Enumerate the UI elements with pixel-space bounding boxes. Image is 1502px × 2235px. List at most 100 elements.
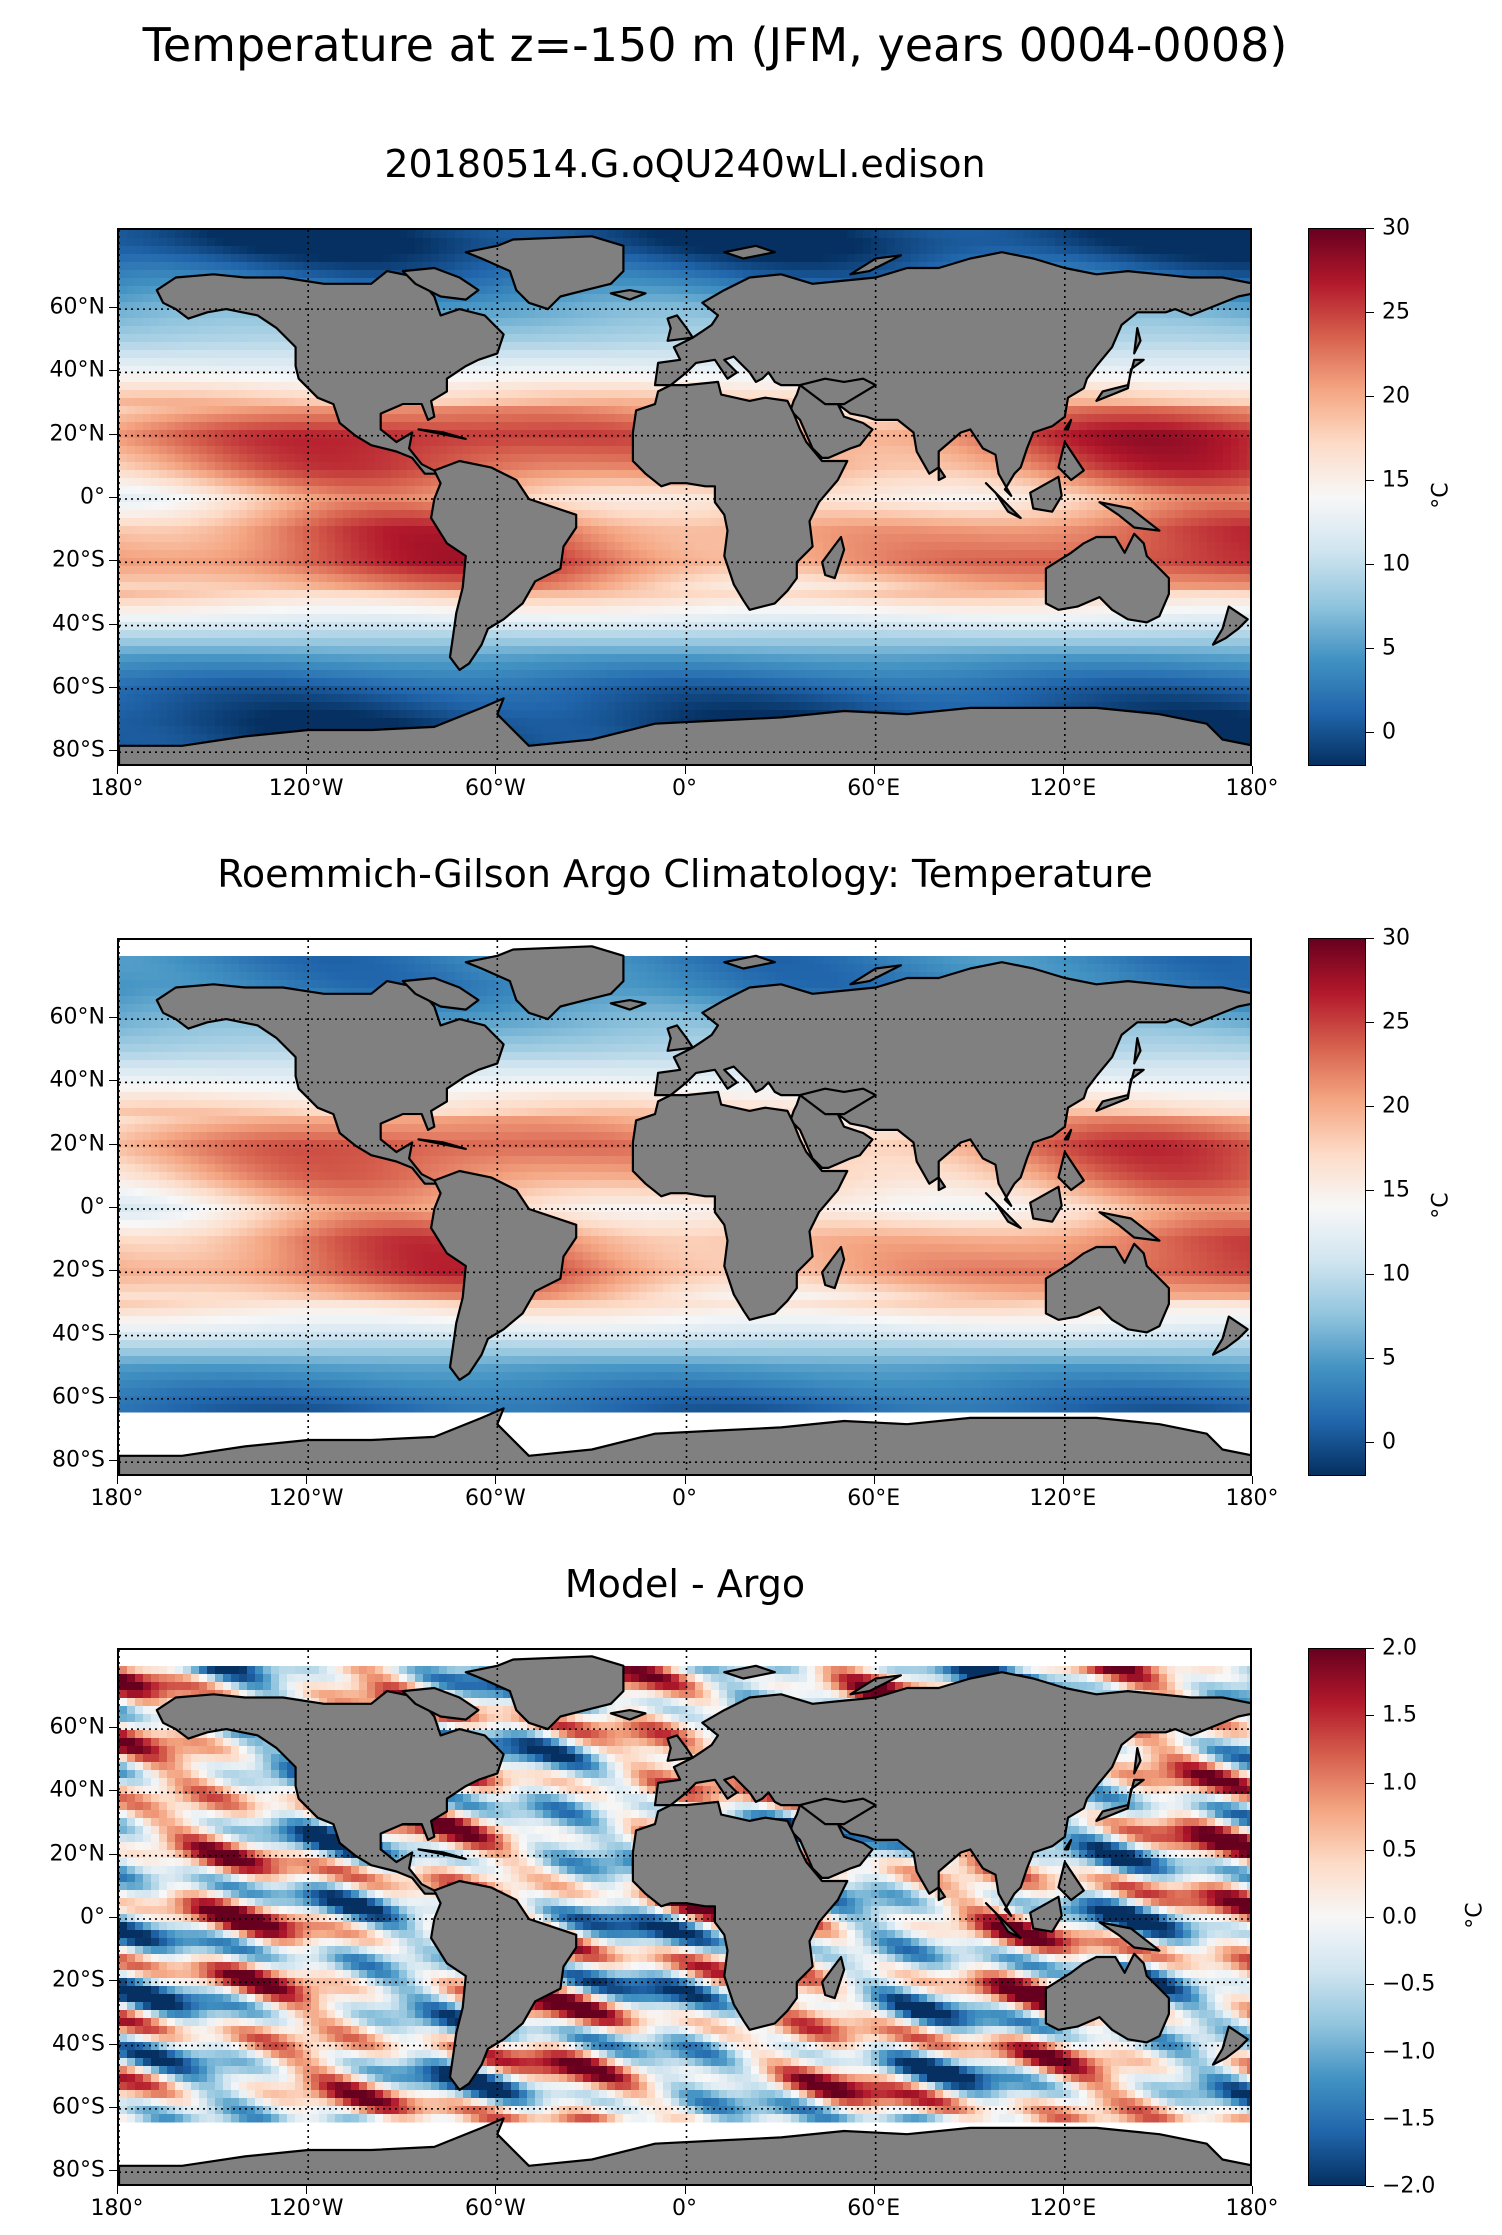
colorbar-tick bbox=[1366, 1274, 1374, 1276]
y-tick-mark bbox=[109, 1460, 117, 1462]
land-sumatra bbox=[984, 1902, 1022, 1940]
colorbar-tick-label: 0 bbox=[1382, 720, 1396, 745]
y-tick-mark bbox=[109, 750, 117, 752]
y-tick-label: 40°S bbox=[52, 611, 105, 636]
land-novaya-zemlya bbox=[849, 254, 902, 276]
land-caribbean bbox=[417, 428, 467, 440]
x-tick-label: 120°W bbox=[269, 776, 344, 801]
land-sri-lanka bbox=[937, 1886, 947, 1902]
y-tick-mark bbox=[109, 1270, 117, 1272]
map-panel-3 bbox=[117, 1648, 1252, 2186]
land-taiwan bbox=[1063, 1128, 1073, 1141]
colorbar-tick bbox=[1366, 480, 1374, 482]
y-tick-label: 20°S bbox=[52, 1968, 105, 1993]
land-taiwan bbox=[1063, 418, 1073, 431]
y-tick-label: 60°N bbox=[50, 295, 105, 320]
x-tick-mark bbox=[684, 766, 686, 774]
land-novaya-zemlya bbox=[849, 1674, 902, 1696]
colorbar-tick bbox=[1366, 2051, 1374, 2053]
colorbar-tick bbox=[1366, 1849, 1374, 1851]
land-new-guinea bbox=[1098, 501, 1161, 532]
land-novaya-zemlya bbox=[849, 964, 902, 986]
land-arabia-patch bbox=[798, 1797, 877, 1826]
land-madagascar bbox=[821, 1955, 846, 2000]
land-africa bbox=[631, 1800, 849, 2031]
map-3-svg bbox=[119, 1650, 1250, 2184]
land-sumatra bbox=[984, 1192, 1022, 1230]
colorbar-tick bbox=[1366, 1715, 1374, 1717]
land-greenland bbox=[464, 945, 625, 1021]
y-tick-mark bbox=[109, 686, 117, 688]
land-arabia-patch bbox=[798, 1087, 877, 1116]
colorbar-tick bbox=[1366, 732, 1374, 734]
colorbar-tick-label: 5 bbox=[1382, 1346, 1396, 1371]
colorbar-tick-label: 1.5 bbox=[1382, 1703, 1417, 1728]
x-tick-mark bbox=[306, 2186, 308, 2194]
y-tick-mark bbox=[109, 1080, 117, 1082]
land-madagascar bbox=[821, 535, 846, 580]
land-borneo bbox=[1029, 1895, 1063, 1933]
land-south-america bbox=[430, 1879, 578, 2091]
land-antarctica bbox=[119, 2117, 1250, 2184]
y-tick-label: 20°N bbox=[50, 1131, 105, 1156]
land-south-america bbox=[430, 1169, 578, 1381]
land-australia bbox=[1044, 532, 1170, 624]
land-japan bbox=[1095, 358, 1145, 402]
x-tick-label: 180° bbox=[91, 1486, 144, 1511]
x-tick-label: 180° bbox=[91, 2196, 144, 2221]
x-tick-label: 60°W bbox=[465, 776, 526, 801]
colorbar-tick-label: 0.5 bbox=[1382, 1837, 1417, 1862]
x-tick-mark bbox=[1252, 1476, 1253, 1484]
land-eurasia bbox=[653, 961, 1250, 1207]
colorbar-tick bbox=[1366, 1106, 1374, 1108]
x-tick-label: 0° bbox=[672, 2196, 697, 2221]
x-tick-mark bbox=[873, 1476, 875, 1484]
land-new-guinea bbox=[1098, 1921, 1161, 1952]
land-svalbard bbox=[723, 244, 776, 260]
land-sakhalin bbox=[1133, 1037, 1142, 1065]
land-eurasia bbox=[653, 251, 1250, 497]
land-british-isles bbox=[666, 1024, 694, 1052]
colorbar-tick-label: −2.0 bbox=[1382, 2174, 1435, 2199]
land-africa bbox=[631, 1090, 849, 1321]
x-tick-label: 60°W bbox=[465, 1486, 526, 1511]
x-tick-mark bbox=[495, 1476, 497, 1484]
colorbar-tick bbox=[1366, 1358, 1374, 1360]
x-tick-mark bbox=[495, 2186, 497, 2194]
y-tick-mark bbox=[109, 1980, 117, 1982]
y-tick-label: 0° bbox=[80, 1195, 105, 1220]
land-taiwan bbox=[1063, 1838, 1073, 1851]
land-baffin-island bbox=[401, 976, 480, 1011]
y-tick-mark bbox=[109, 433, 117, 435]
y-tick-label: 60°S bbox=[52, 1384, 105, 1409]
land-japan bbox=[1095, 1778, 1145, 1822]
y-tick-mark bbox=[109, 1333, 117, 1335]
panel-2-title: Roemmich-Gilson Argo Climatology: Temper… bbox=[105, 852, 1265, 896]
land-svalbard bbox=[723, 954, 776, 970]
land-iceland bbox=[609, 1709, 647, 1721]
x-tick-mark bbox=[873, 766, 875, 774]
y-tick-mark bbox=[109, 1143, 117, 1145]
y-tick-label: 40°S bbox=[52, 2031, 105, 2056]
colorbar-tick bbox=[1366, 396, 1374, 398]
colorbar-tick bbox=[1366, 2118, 1374, 2120]
colorbar-2-unit: °C bbox=[1429, 1192, 1454, 1218]
x-tick-label: 180° bbox=[1226, 1486, 1279, 1511]
x-tick-mark bbox=[117, 766, 118, 774]
colorbar-1-unit: °C bbox=[1429, 482, 1454, 508]
colorbar-tick-label: 2.0 bbox=[1382, 1636, 1417, 1661]
land-caribbean bbox=[417, 1848, 467, 1860]
y-tick-label: 20°S bbox=[52, 548, 105, 573]
colorbar-tick-label: 10 bbox=[1382, 552, 1410, 577]
y-tick-label: 20°N bbox=[50, 1841, 105, 1866]
colorbar-tick bbox=[1366, 648, 1374, 650]
colorbar-tick bbox=[1366, 938, 1374, 939]
y-tick-mark bbox=[109, 1790, 117, 1792]
land-borneo bbox=[1029, 1185, 1063, 1223]
y-tick-label: 40°S bbox=[52, 1321, 105, 1346]
y-tick-label: 40°N bbox=[50, 358, 105, 383]
colorbar-tick-label: 10 bbox=[1382, 1262, 1410, 1287]
land-baffin-island bbox=[401, 266, 480, 301]
x-tick-label: 0° bbox=[672, 776, 697, 801]
y-tick-label: 60°S bbox=[52, 2094, 105, 2119]
